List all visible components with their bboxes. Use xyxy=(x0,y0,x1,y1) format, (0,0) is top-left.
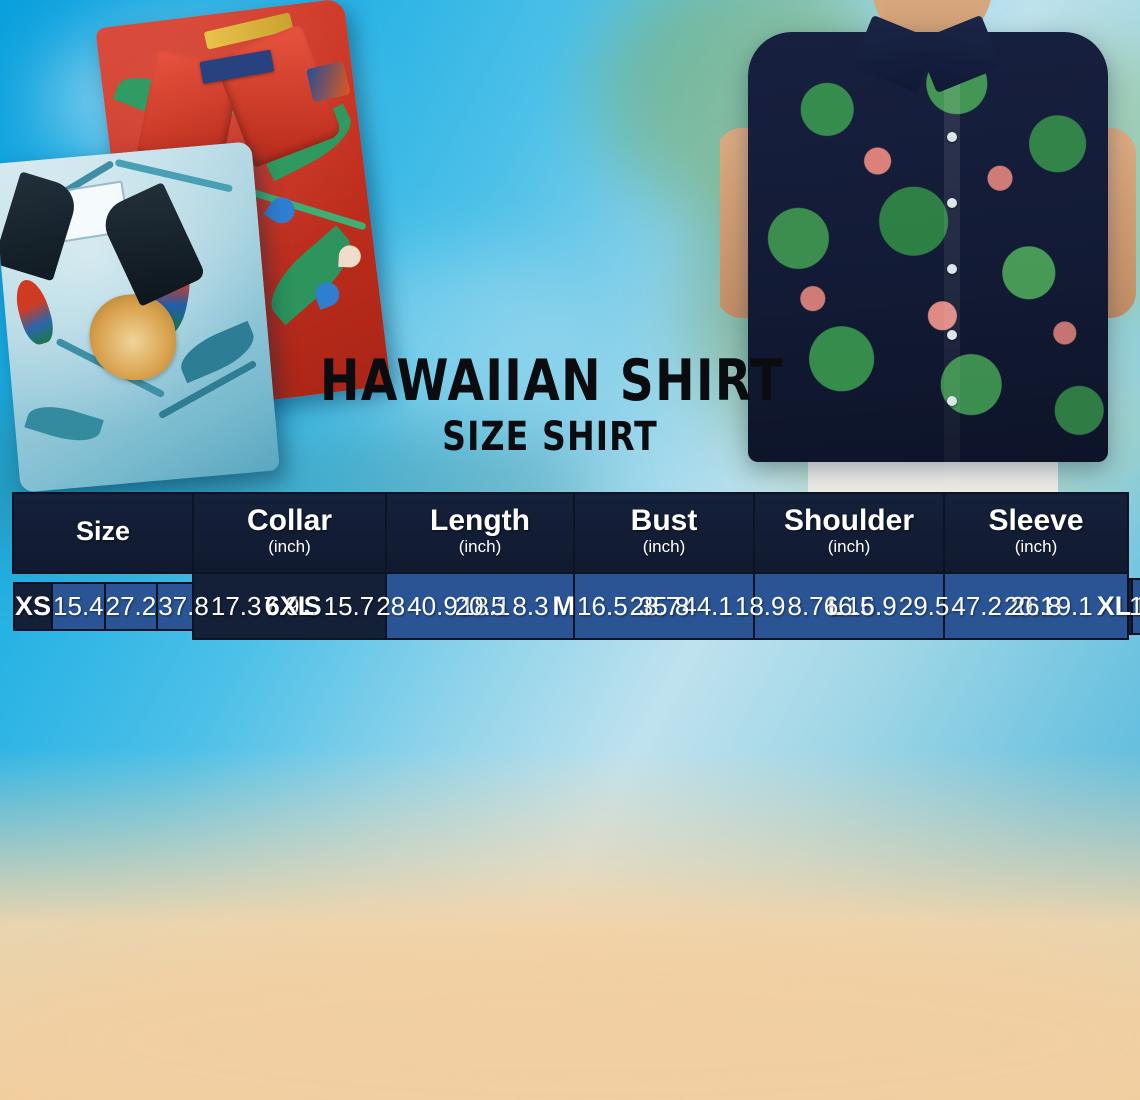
size-chart-table-wrapper: Size Collar (inch) Length (inch) Bust (i… xyxy=(12,492,1140,640)
column-header-shoulder-unit: (inch) xyxy=(827,536,871,556)
column-header-length-label: Length xyxy=(430,504,530,538)
title-sub: SIZE SHIRT xyxy=(442,414,658,461)
leaf-shape xyxy=(24,398,104,449)
palm-frond xyxy=(240,185,367,231)
parrot-motif xyxy=(10,275,59,348)
leaf-shape xyxy=(173,320,261,384)
column-header-length-unit: (inch) xyxy=(458,536,502,556)
leaf-shape xyxy=(257,225,364,326)
column-header-sleeve-unit: (inch) xyxy=(1014,536,1058,556)
measurement-cell: 27.2 xyxy=(103,582,159,631)
column-header-bust-label: Bust xyxy=(630,504,698,538)
column-header-length: Length (inch) xyxy=(385,492,575,574)
sleeve-logo-patch xyxy=(306,60,351,103)
title-main: HAWAIIAN SHIRT xyxy=(320,348,784,414)
navy-flamingo-shirt xyxy=(748,32,1108,484)
size-cell: XS xyxy=(12,582,54,631)
shirt-button xyxy=(947,330,957,340)
shirt-placket xyxy=(944,84,960,484)
shirt-button xyxy=(947,264,957,274)
column-header-size-label: Size xyxy=(75,515,131,546)
poster-title: HAWAIIAN SHIRT SIZE SHIRT xyxy=(300,352,800,460)
column-header-sleeve-label: Sleeve xyxy=(988,504,1084,538)
palm-frond xyxy=(114,158,234,193)
shirt-button xyxy=(947,132,957,142)
column-header-shoulder: Shoulder (inch) xyxy=(753,492,945,574)
column-header-bust-unit: (inch) xyxy=(642,536,686,556)
column-header-size: Size xyxy=(12,492,194,574)
measurement-cell: 17.3 xyxy=(1131,578,1140,635)
column-header-collar-label: Collar xyxy=(246,504,333,538)
column-header-collar: Collar (inch) xyxy=(192,492,387,574)
shirt-button xyxy=(947,198,957,208)
measurement-cell: 66.5 xyxy=(753,572,945,640)
measurement-cell: 15.4 xyxy=(51,582,106,631)
table-body: XS15.427.237.817.37.9S15.72840.918.18.3M… xyxy=(12,572,1140,640)
table-row: XS15.427.237.817.37.9S15.72840.918.18.3M… xyxy=(12,572,1140,640)
column-header-sleeve: Sleeve (inch) xyxy=(943,492,1129,574)
table-header: Size Collar (inch) Length (inch) Bust (i… xyxy=(12,492,1129,574)
column-header-collar-unit: (inch) xyxy=(268,536,311,556)
shirt-button xyxy=(947,396,957,406)
blue-tropical-shirt xyxy=(0,141,280,493)
hibiscus-flower xyxy=(338,244,362,268)
model-photo xyxy=(720,0,1140,500)
column-header-bust: Bust (inch) xyxy=(573,492,755,574)
column-header-shoulder-label: Shoulder xyxy=(783,504,914,538)
size-chart-table: Size Collar (inch) Length (inch) Bust (i… xyxy=(12,492,1140,640)
table-header-row: Size Collar (inch) Length (inch) Bust (i… xyxy=(12,492,1129,574)
